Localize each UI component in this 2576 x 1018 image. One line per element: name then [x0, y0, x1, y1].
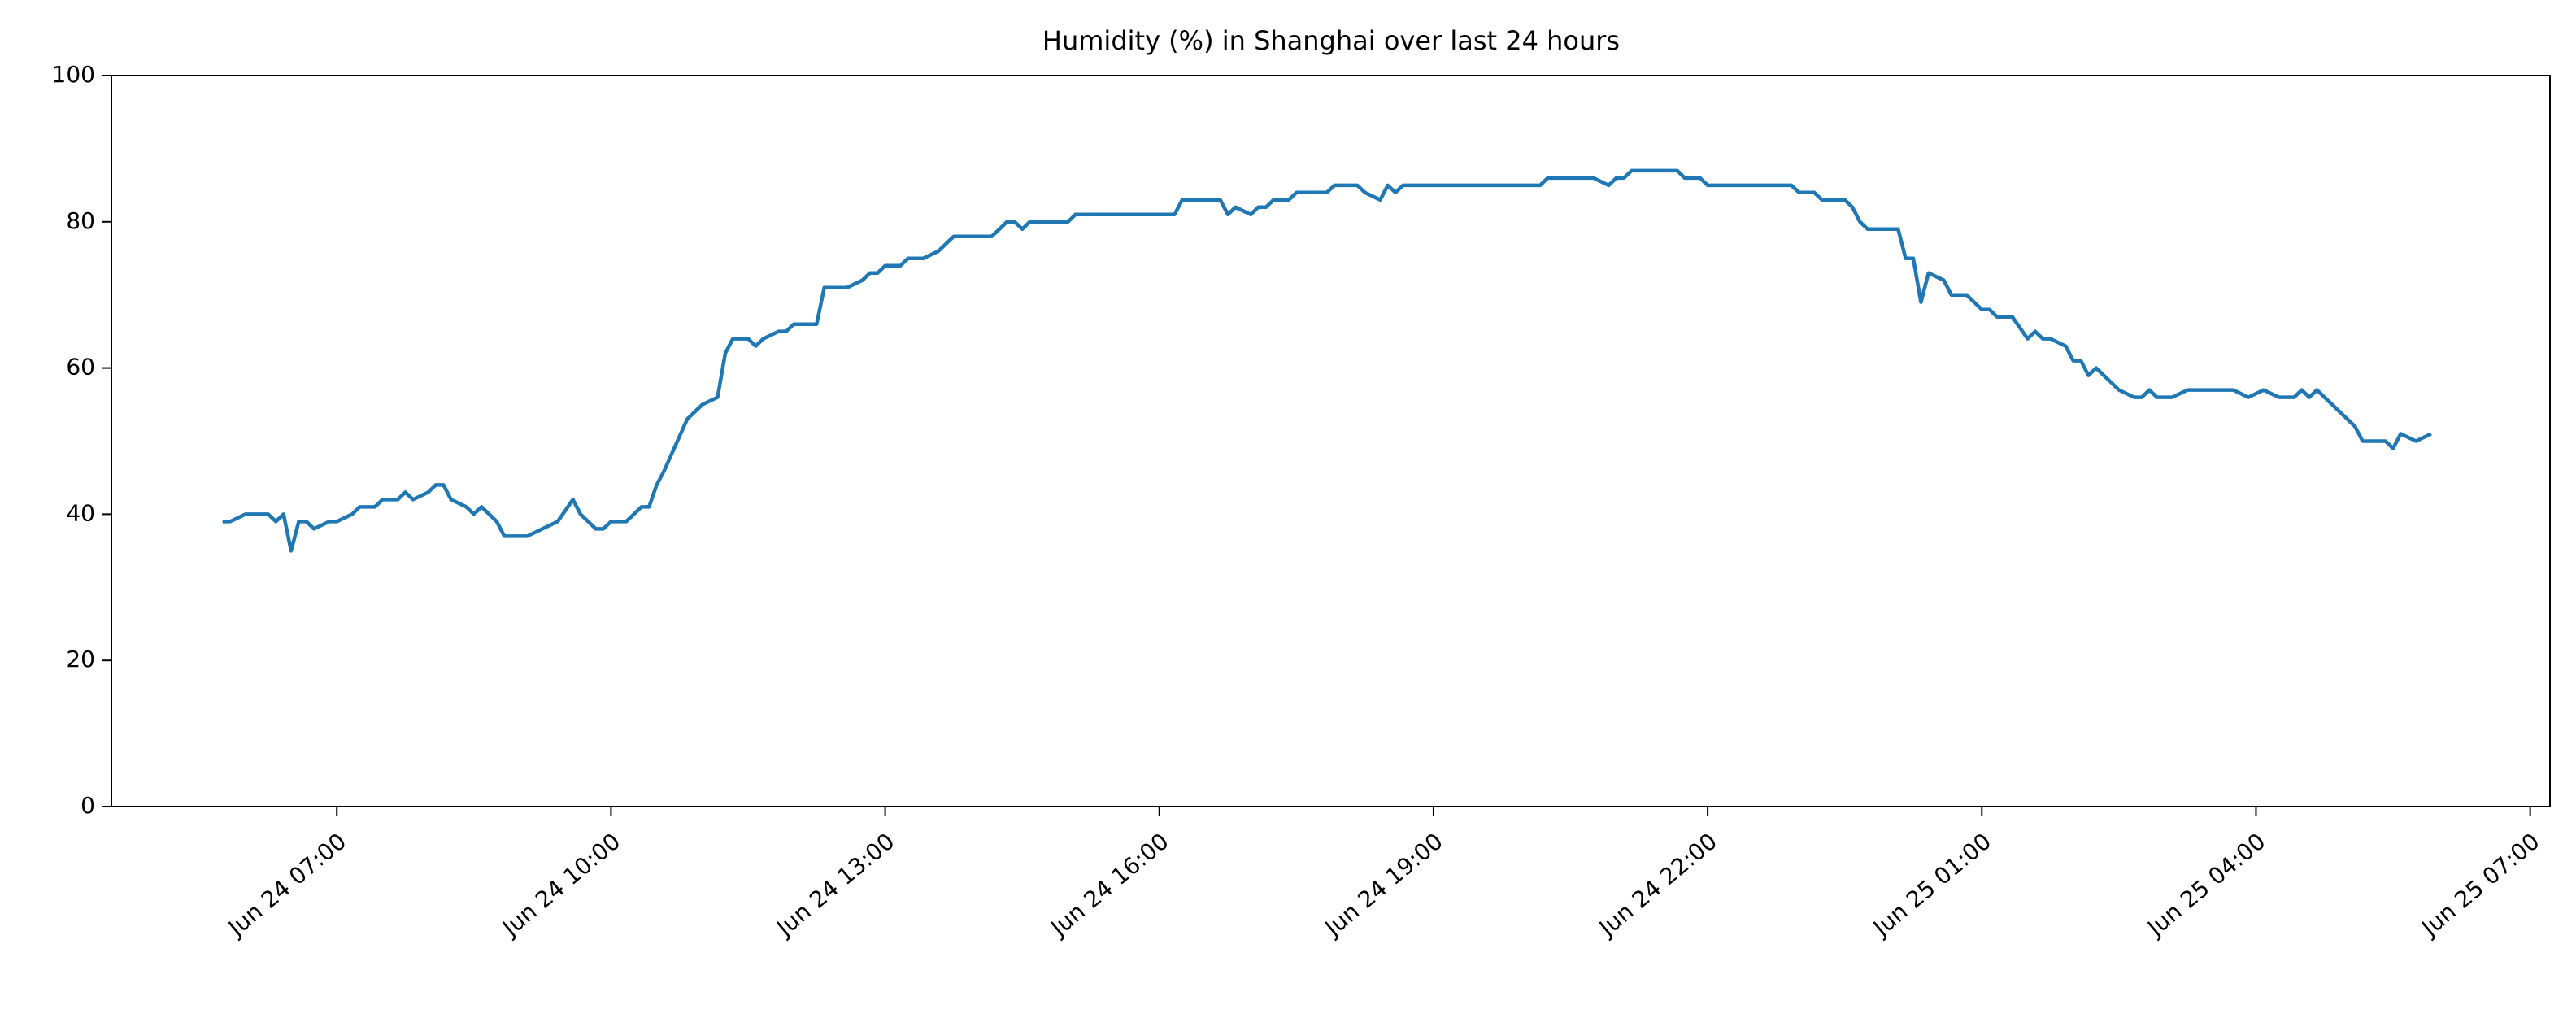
x-tick-label: Jun 24 10:00	[496, 828, 625, 942]
x-tick-label: Jun 24 22:00	[1593, 828, 1722, 942]
chart-title: Humidity (%) in Shanghai over last 24 ho…	[1042, 25, 1620, 56]
x-tick-label: Jun 24 19:00	[1319, 828, 1448, 942]
y-tick-label: 20	[66, 646, 95, 672]
x-tick-label: Jun 24 07:00	[222, 828, 351, 942]
y-tick-label: 80	[66, 207, 95, 234]
plot-frame	[111, 75, 2551, 807]
y-tick-label: 100	[52, 61, 95, 88]
y-tick-label: 0	[80, 792, 95, 819]
x-tick-label: Jun 24 16:00	[1045, 828, 1174, 942]
y-tick-label: 40	[66, 499, 95, 526]
x-tick-label: Jun 25 01:00	[1867, 828, 1996, 942]
x-tick-label: Jun 25 04:00	[2141, 828, 2270, 942]
x-tick-label: Jun 25 07:00	[2416, 828, 2545, 942]
data-line	[222, 168, 2432, 553]
y-tick-label: 60	[66, 354, 95, 381]
x-tick-label: Jun 24 13:00	[770, 828, 899, 942]
